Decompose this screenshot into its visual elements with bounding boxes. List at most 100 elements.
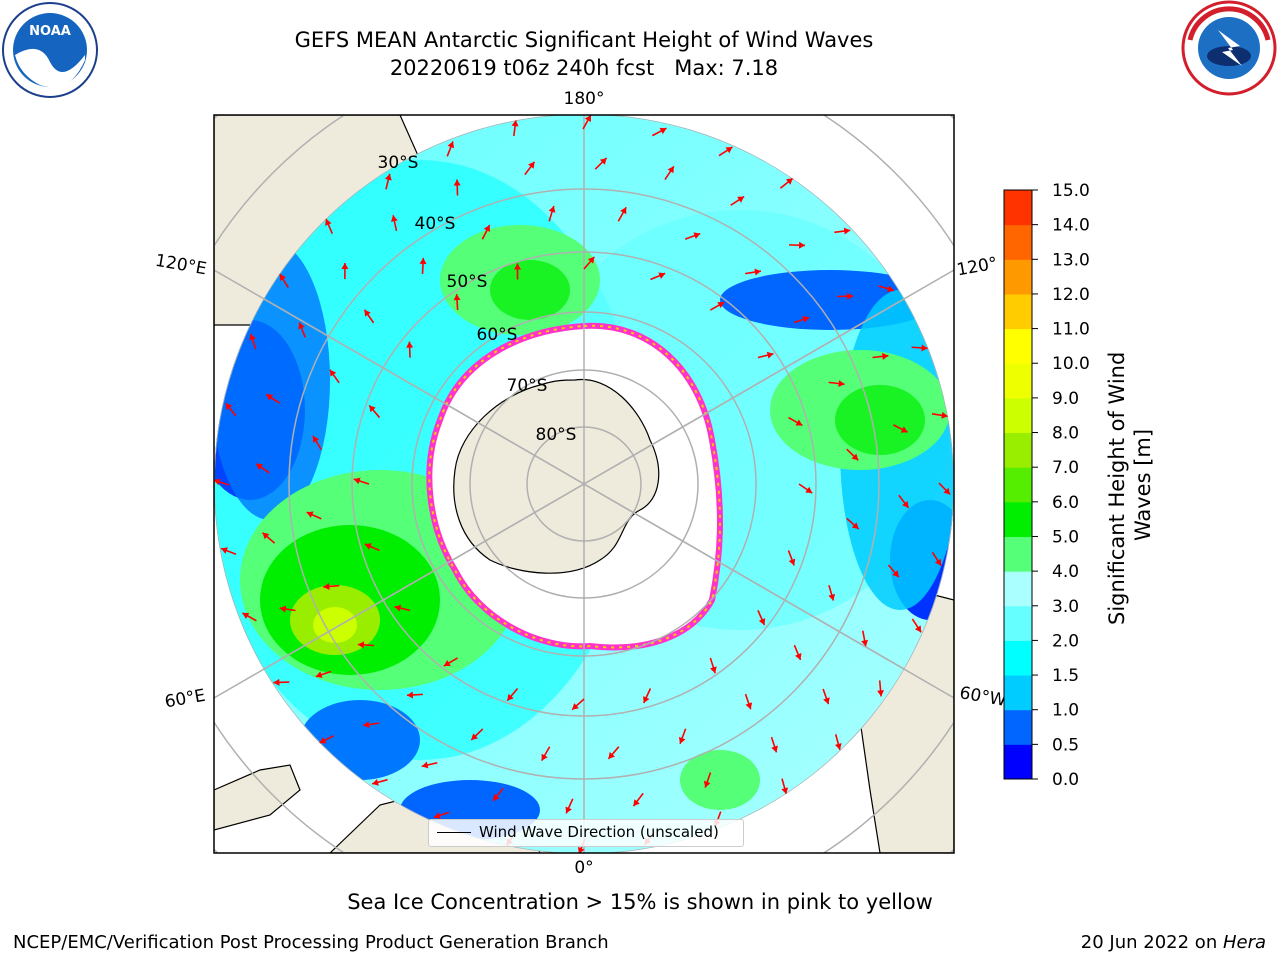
wave-direction-arrow — [779, 177, 794, 189]
wave-direction-arrow — [757, 351, 774, 359]
colorbar-segment — [1004, 432, 1032, 468]
wave-direction-arrow — [828, 584, 836, 601]
colorbar-tick-label: 12.0 — [1052, 285, 1090, 305]
wave-direction-arrow — [571, 698, 585, 711]
wave-direction-arrow — [931, 551, 942, 567]
nws-logo — [1181, 0, 1277, 96]
lat-label-60s: 60°S — [477, 325, 518, 345]
wave-direction-arrow — [363, 309, 375, 324]
wave-direction-arrow — [594, 157, 608, 170]
wave-direction-arrow — [789, 241, 806, 249]
wave-direction-arrow — [730, 195, 745, 206]
wave-direction-arrow — [511, 120, 519, 137]
wave-direction-arrow — [757, 610, 766, 626]
colorbar-tick-label: 3.0 — [1052, 597, 1079, 617]
wave-direction-arrow — [834, 734, 842, 750]
colorbar-tick-label: 7.0 — [1052, 458, 1079, 478]
wave-direction-arrow — [793, 315, 810, 324]
map-title: GEFS MEAN Antarctic Significant Height o… — [294, 28, 874, 52]
wave-direction-arrow — [353, 477, 370, 485]
wave-direction-arrow — [279, 273, 289, 288]
legend-label: Wind Wave Direction (unscaled) — [479, 823, 719, 841]
wave-direction-arrow — [565, 798, 574, 814]
wave-direction-arrow — [481, 224, 491, 240]
colorbar-segment — [1004, 675, 1032, 711]
wave-direction-arrow — [703, 772, 712, 788]
wave-direction-arrow — [298, 322, 306, 338]
colorbar-tick-label: 8.0 — [1052, 424, 1079, 444]
wave-direction-arrow — [265, 393, 281, 404]
wave-direction-arrow — [617, 206, 627, 222]
colorbar-segment — [1004, 293, 1032, 330]
wave-direction-arrow — [368, 404, 381, 419]
lon-label-0: 0° — [574, 858, 593, 878]
wave-direction-arrow — [582, 115, 592, 130]
wave-direction-arrow — [261, 532, 276, 544]
wind-wave-arrows — [214, 115, 951, 853]
wave-direction-arrow — [384, 173, 392, 190]
wave-direction-arrow — [419, 257, 427, 274]
wave-direction-arrow — [846, 517, 860, 530]
credit-text: NCEP/EMC/Verification Post Processing Pr… — [13, 932, 609, 953]
wave-direction-arrow — [406, 341, 414, 358]
wave-direction-arrow — [893, 424, 908, 433]
wave-direction-arrow — [632, 792, 644, 807]
wave-direction-arrow — [249, 333, 257, 350]
noaa-logo-text: NOAA — [29, 24, 71, 39]
wave-direction-arrow — [837, 292, 854, 300]
run-date: 20 Jun 2022 on Hera — [1080, 932, 1266, 953]
wave-direction-arrow — [220, 547, 237, 555]
wave-direction-arrow — [524, 161, 536, 176]
colorbar-tick-label: 6.0 — [1052, 493, 1079, 513]
wave-direction-arrow — [323, 582, 340, 590]
colorbar-segment — [1004, 397, 1032, 434]
wave-direction-arrow — [781, 778, 789, 795]
wave-direction-arrow — [793, 644, 802, 661]
colorbar-tick-label: 13.0 — [1052, 250, 1090, 270]
colorbar-segment — [1004, 709, 1032, 745]
colorbar-tick-label: 15.0 — [1052, 181, 1090, 201]
wave-direction-arrow — [828, 380, 845, 388]
lon-label-180: 180° — [564, 89, 605, 109]
wave-direction-arrow — [443, 657, 459, 667]
colorbar-tick-label: 0.0 — [1052, 770, 1079, 790]
colorbar-segment — [1004, 328, 1032, 364]
wave-direction-arrow — [421, 761, 438, 769]
wave-direction-arrow — [911, 344, 928, 352]
wave-direction-arrow — [363, 721, 380, 729]
wave-direction-arrow — [878, 285, 895, 293]
wave-direction-arrow — [745, 268, 762, 276]
wave-direction-arrow — [514, 263, 522, 280]
wave-direction-arrow — [651, 127, 667, 137]
wave-height-field — [214, 115, 954, 853]
wave-direction-arrow — [744, 693, 753, 710]
wave-direction-arrow — [214, 478, 230, 486]
wave-direction-arrow — [390, 215, 398, 232]
wave-direction-arrow — [273, 678, 290, 686]
wave-direction-arrow — [898, 494, 910, 509]
colorbar-segment — [1004, 363, 1032, 399]
wave-direction-arrow — [506, 687, 519, 702]
colorbar-tick-label: 1.5 — [1052, 666, 1079, 686]
wave-direction-arrow — [911, 618, 922, 633]
wave-direction-arrow — [453, 294, 461, 311]
map-subtitle: 20220619 t06z 240h fcst Max: 7.18 — [389, 56, 779, 80]
legend-line-sample — [437, 832, 471, 833]
wave-direction-arrow — [541, 746, 551, 762]
colorbar-tick-label: 11.0 — [1052, 320, 1090, 340]
wave-direction-arrow — [255, 463, 270, 474]
lat-label-70s: 70°S — [507, 376, 548, 396]
colorbar-tick-label: 14.0 — [1052, 216, 1090, 236]
wave-direction-arrow — [225, 402, 237, 417]
wave-direction-arrow — [822, 688, 830, 705]
wave-direction-arrow — [433, 811, 450, 819]
colorbar-tick-label: 10.0 — [1052, 354, 1090, 374]
lon-label-60w: 60°W — [958, 683, 1008, 711]
colorbar-border — [1003, 189, 1033, 780]
colorbar-tick-label: 0.5 — [1052, 735, 1079, 755]
lat-label-30s: 30°S — [378, 153, 419, 173]
colorbar — [1003, 189, 1033, 780]
wave-direction-arrow — [394, 604, 411, 612]
lat-label-80s: 80°S — [536, 425, 577, 445]
colorbar-segment — [1004, 259, 1032, 295]
